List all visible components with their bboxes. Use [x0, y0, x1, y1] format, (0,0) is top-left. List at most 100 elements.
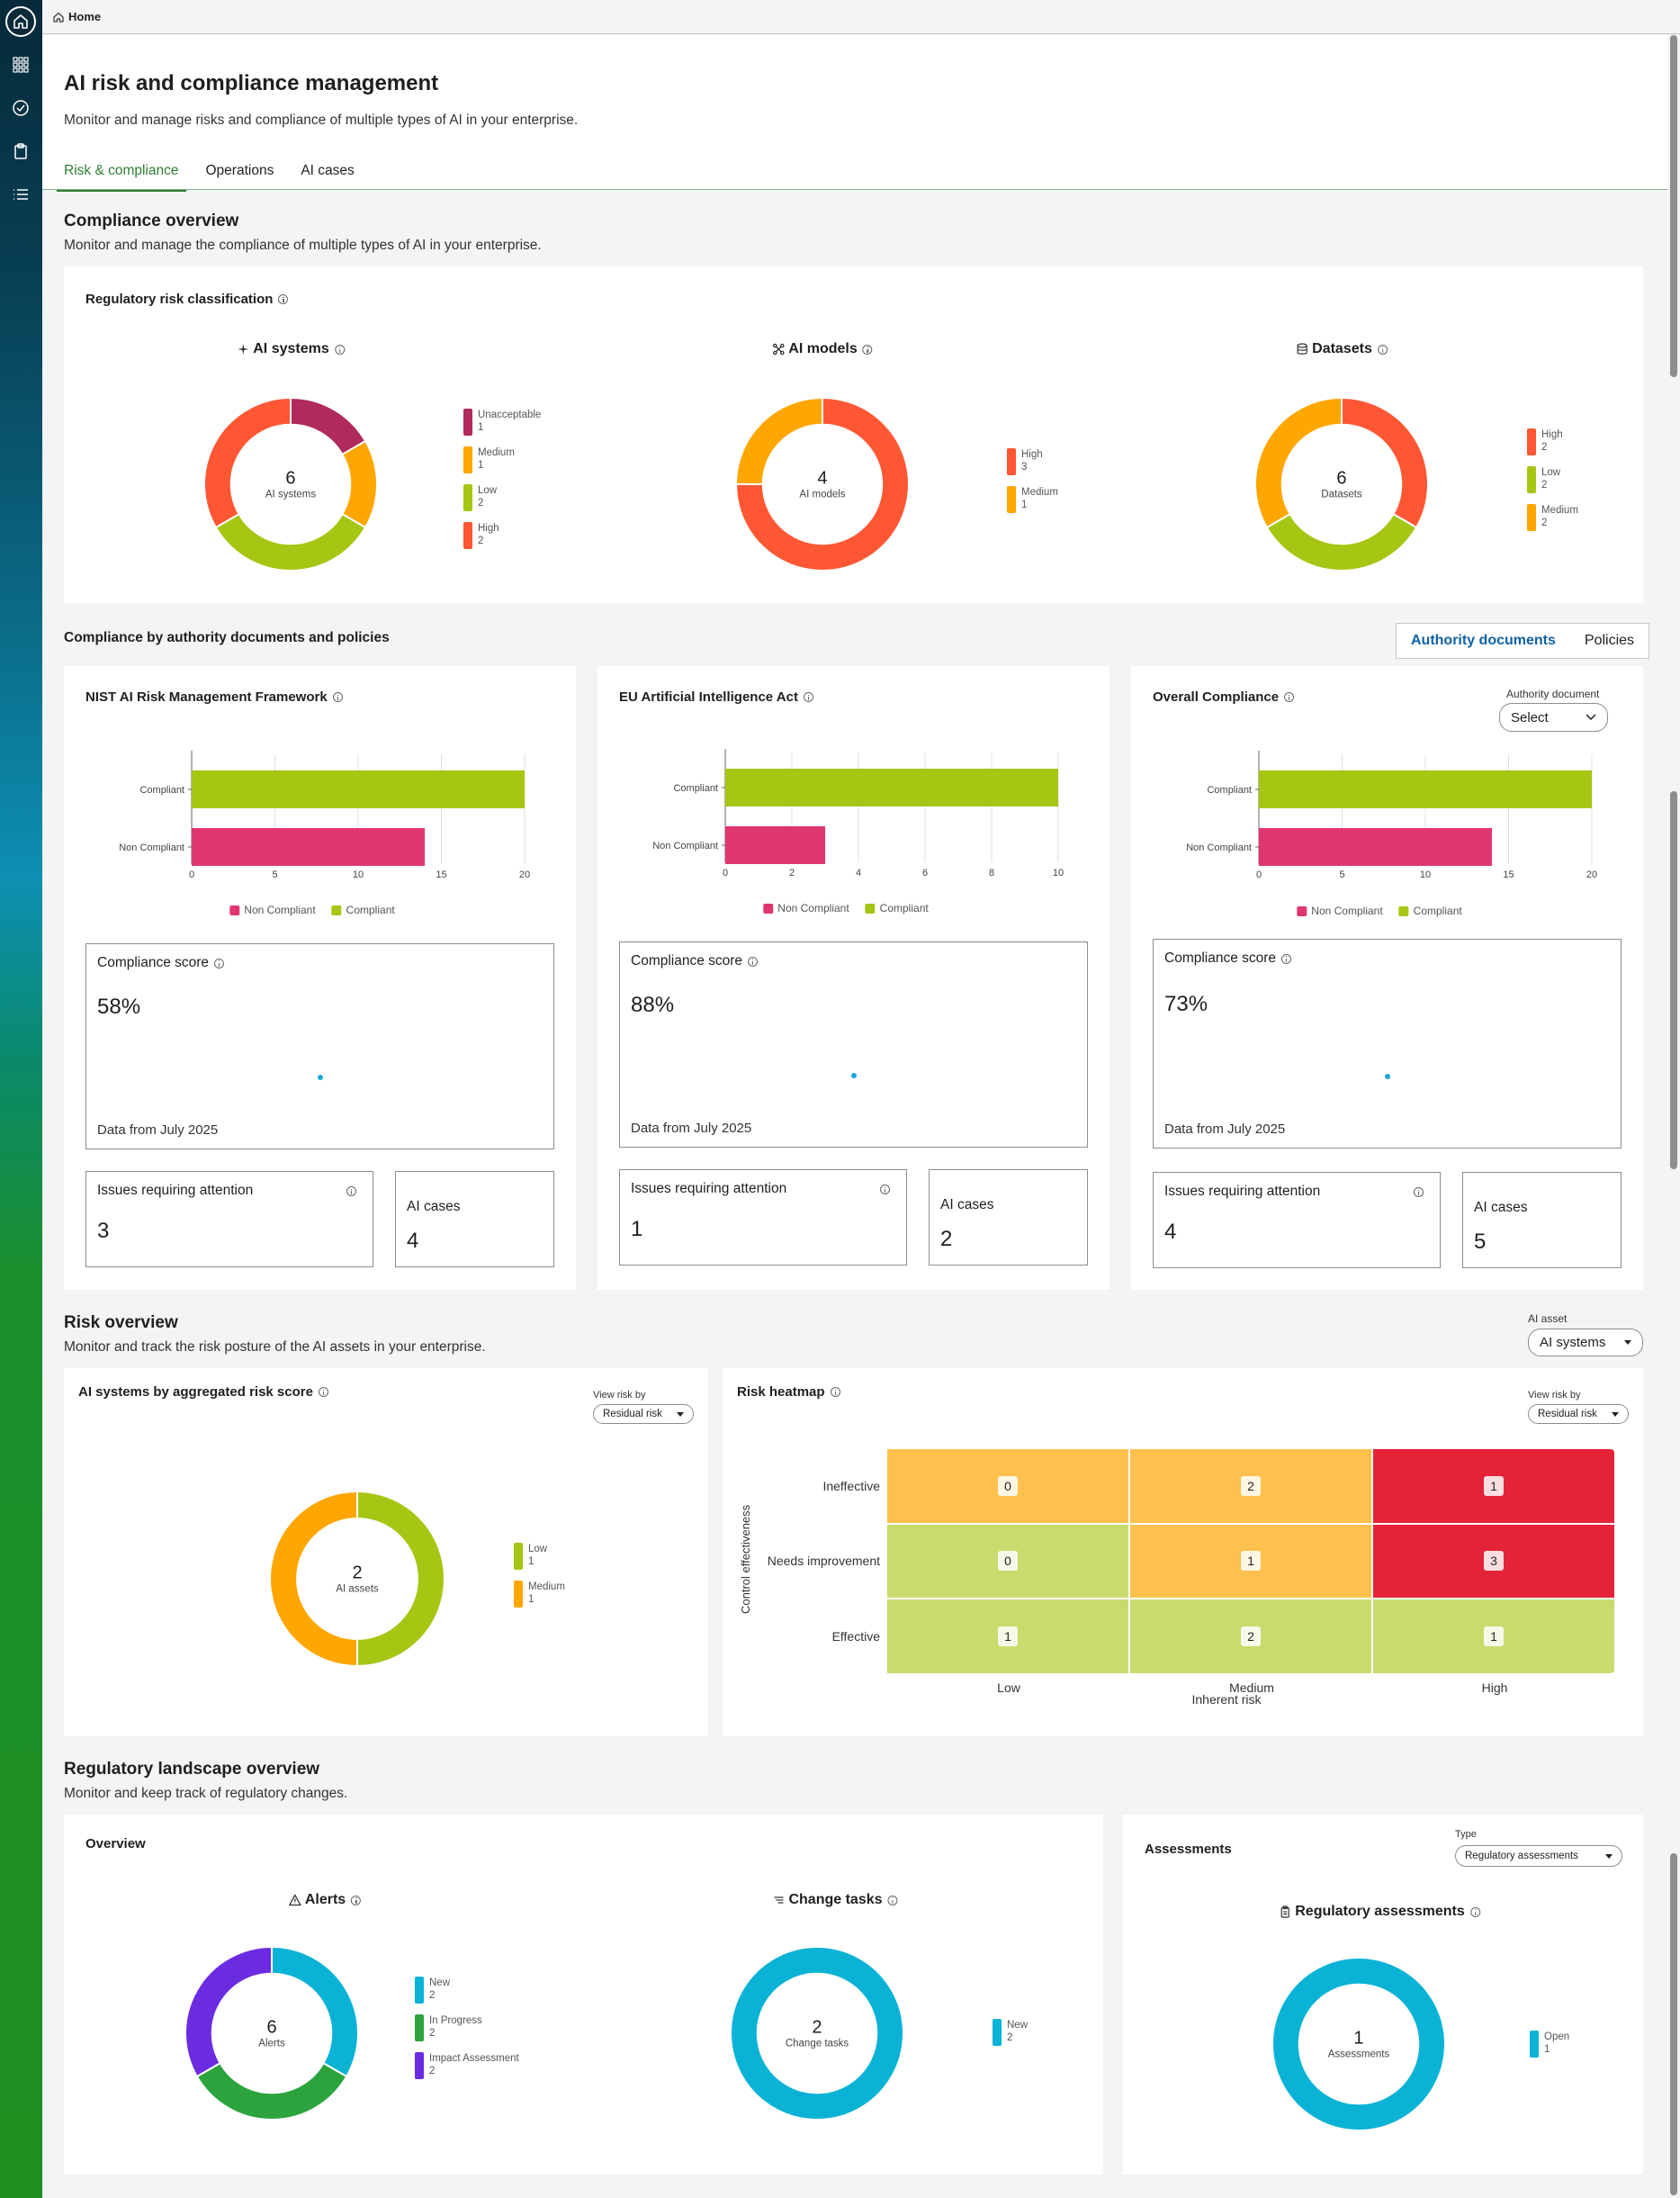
info-icon[interactable] — [748, 956, 759, 967]
donut-segment[interactable] — [735, 397, 823, 485]
donut-segment[interactable] — [341, 439, 378, 529]
donut-segment[interactable] — [290, 397, 367, 456]
view-risk-select[interactable]: Residual risk — [1528, 1404, 1629, 1424]
scroll-thumb[interactable] — [1670, 35, 1677, 377]
donut-segment[interactable] — [1254, 397, 1343, 529]
info-icon[interactable] — [214, 958, 225, 968]
info-icon[interactable] — [278, 294, 289, 304]
alerts-heading: Alerts — [288, 1892, 362, 1908]
donut-segment[interactable] — [1271, 1957, 1446, 2131]
bar[interactable] — [1259, 828, 1492, 866]
info-icon[interactable] — [318, 1387, 328, 1397]
regulatory-risk-card: Regulatory risk classification AI system… — [64, 266, 1643, 603]
info-icon[interactable] — [334, 344, 345, 355]
policies-toggle[interactable]: Policies — [1584, 633, 1635, 648]
info-icon[interactable] — [887, 1895, 898, 1905]
overall-issues-tile[interactable]: Issues requiring attention 4 — [1153, 1172, 1441, 1268]
bar[interactable] — [725, 826, 825, 864]
legend-value: 1 — [528, 1594, 535, 1605]
nist-issues-tile[interactable]: Issues requiring attention 3 — [85, 1171, 373, 1267]
compliance-overview-title: Compliance overview — [64, 212, 239, 230]
datasets-donut — [1254, 397, 1429, 572]
eu-issues-tile[interactable]: Issues requiring attention 1 — [619, 1169, 907, 1266]
donut-segment[interactable] — [184, 1946, 273, 2078]
page-scrollbar[interactable] — [1667, 35, 1680, 2198]
overall-ai-cases-tile[interactable]: AI cases 5 — [1462, 1172, 1622, 1268]
heatmap-ylabel: Control effectiveness — [739, 1504, 752, 1614]
info-icon[interactable] — [830, 1387, 840, 1397]
tab-operations[interactable]: Operations — [205, 163, 274, 178]
apps-grid-icon[interactable] — [5, 50, 36, 80]
info-icon[interactable] — [332, 692, 343, 702]
heatmap-cell[interactable]: 2 — [1130, 1449, 1371, 1523]
legend-value: 1 — [1544, 2044, 1550, 2055]
donut-segment[interactable] — [1265, 512, 1418, 572]
heatmap-cell[interactable]: 3 — [1373, 1524, 1614, 1598]
x-tick-label: 0 — [723, 868, 728, 878]
donut-segment[interactable] — [735, 397, 910, 572]
select-value: Regulatory assessments — [1465, 1851, 1578, 1861]
breadcrumb-home-link[interactable]: Home — [68, 10, 102, 23]
donut-segment[interactable] — [1341, 397, 1429, 529]
info-icon[interactable] — [880, 1185, 890, 1194]
ai-models-donut — [735, 397, 910, 572]
heatmap-cell[interactable]: 1 — [1373, 1449, 1614, 1523]
legend-swatch — [415, 2052, 424, 2079]
eu-ai-cases-tile[interactable]: AI cases 2 — [929, 1169, 1088, 1266]
donut-segment[interactable] — [271, 1946, 359, 2078]
home-icon[interactable] — [5, 6, 36, 37]
heatmap-col-label: Medium — [1229, 1680, 1274, 1695]
score-value: 88% — [631, 993, 675, 1017]
info-icon[interactable] — [803, 692, 813, 702]
info-icon[interactable] — [1469, 1906, 1480, 1917]
x-tick-label: 4 — [856, 868, 861, 878]
eu-compliance-score-tile[interactable]: Compliance score 88% Data from July 2025 — [619, 941, 1088, 1148]
heatmap-cell[interactable]: 2 — [1130, 1599, 1371, 1673]
overall-compliance-score-tile[interactable]: Compliance score 73% Data from July 2025 — [1153, 939, 1622, 1149]
tab-ai-cases[interactable]: AI cases — [301, 163, 355, 178]
change-tasks-legend: New 2 — [993, 2019, 1028, 2057]
authority-documents-toggle[interactable]: Authority documents — [1411, 633, 1556, 648]
heatmap-cell[interactable]: 0 — [887, 1524, 1128, 1598]
heatmap-row-label: Effective — [831, 1628, 880, 1644]
authority-document-select[interactable]: Select — [1499, 703, 1608, 732]
score-value: 73% — [1164, 992, 1208, 1016]
bar[interactable] — [1259, 770, 1592, 808]
change-tasks-title: Change tasks — [788, 1892, 883, 1907]
alerts-donut — [184, 1946, 359, 2121]
legend-swatch — [463, 522, 472, 549]
donut-segment[interactable] — [269, 1491, 358, 1667]
risk-overview-subtitle: Monitor and track the risk posture of th… — [64, 1339, 486, 1355]
info-icon[interactable] — [1281, 953, 1292, 964]
checkmark-circle-icon[interactable] — [5, 93, 36, 123]
bar[interactable] — [725, 769, 1058, 806]
info-icon[interactable] — [862, 344, 873, 355]
tab-risk-compliance[interactable]: Risk & compliance — [57, 163, 186, 192]
x-tick-label: 10 — [1420, 869, 1431, 880]
info-icon[interactable] — [1284, 692, 1295, 702]
bar[interactable] — [192, 828, 425, 866]
donut-segment[interactable] — [195, 2061, 348, 2121]
heatmap-cell[interactable]: 1 — [1373, 1599, 1614, 1673]
heatmap-cell[interactable]: 1 — [887, 1599, 1128, 1673]
info-icon[interactable] — [351, 1895, 362, 1905]
ai-asset-select[interactable]: AI systems — [1528, 1329, 1643, 1356]
view-risk-select[interactable]: Residual risk — [593, 1404, 694, 1424]
list-icon[interactable] — [5, 179, 36, 210]
donut-segment[interactable] — [203, 397, 292, 529]
info-icon[interactable] — [346, 1186, 356, 1196]
nist-compliance-score-tile[interactable]: Compliance score 58% Data from July 2025 — [85, 943, 554, 1149]
home-small-icon — [53, 12, 64, 23]
bar[interactable] — [192, 770, 525, 808]
donut-segment[interactable] — [356, 1491, 445, 1667]
legend-swatch — [865, 903, 876, 914]
assessment-type-select[interactable]: Regulatory assessments — [1455, 1845, 1622, 1867]
clipboard-icon[interactable] — [5, 136, 36, 167]
nist-ai-cases-tile[interactable]: AI cases 4 — [395, 1171, 554, 1267]
heatmap-cell[interactable]: 0 — [887, 1449, 1128, 1523]
info-icon[interactable] — [1377, 344, 1388, 355]
heatmap-cell[interactable]: 1 — [1130, 1524, 1371, 1598]
donut-segment[interactable] — [214, 512, 367, 572]
donut-segment[interactable] — [730, 1946, 904, 2121]
info-icon[interactable] — [1414, 1187, 1424, 1197]
